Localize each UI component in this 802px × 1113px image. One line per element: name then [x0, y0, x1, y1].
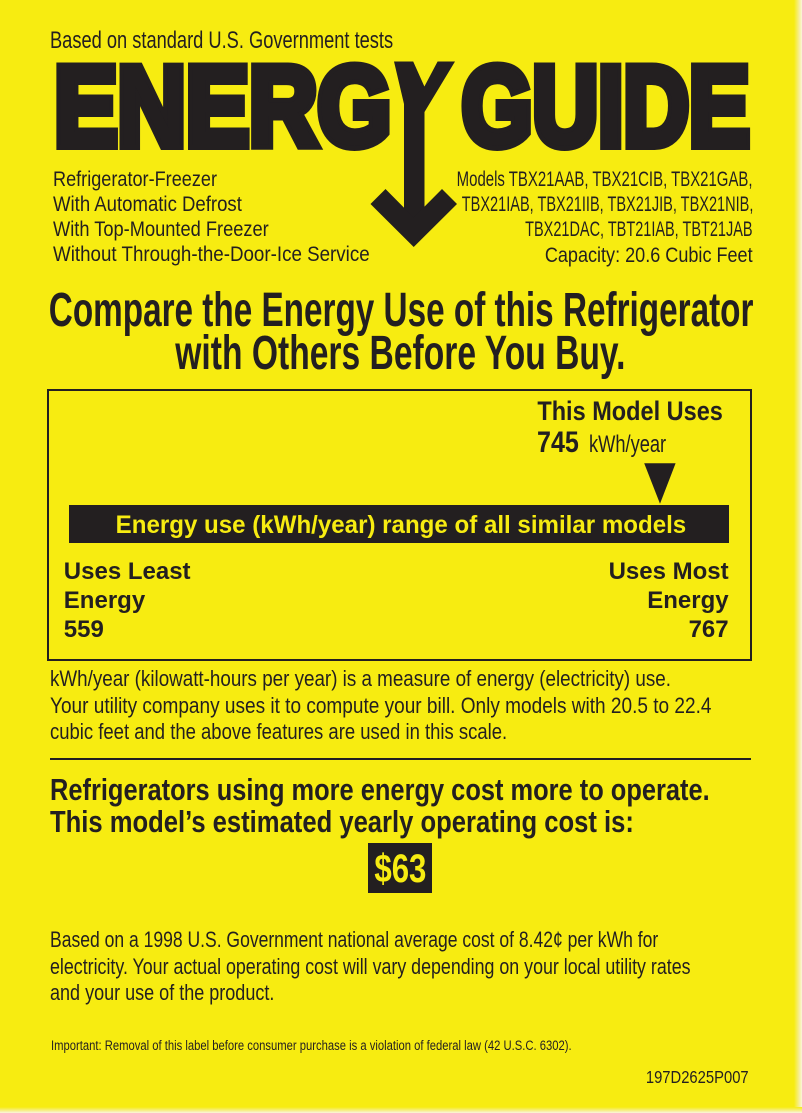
svg-text:ENERG: ENERG — [54, 43, 391, 169]
svg-text:GUIDE: GUIDE — [462, 43, 750, 169]
